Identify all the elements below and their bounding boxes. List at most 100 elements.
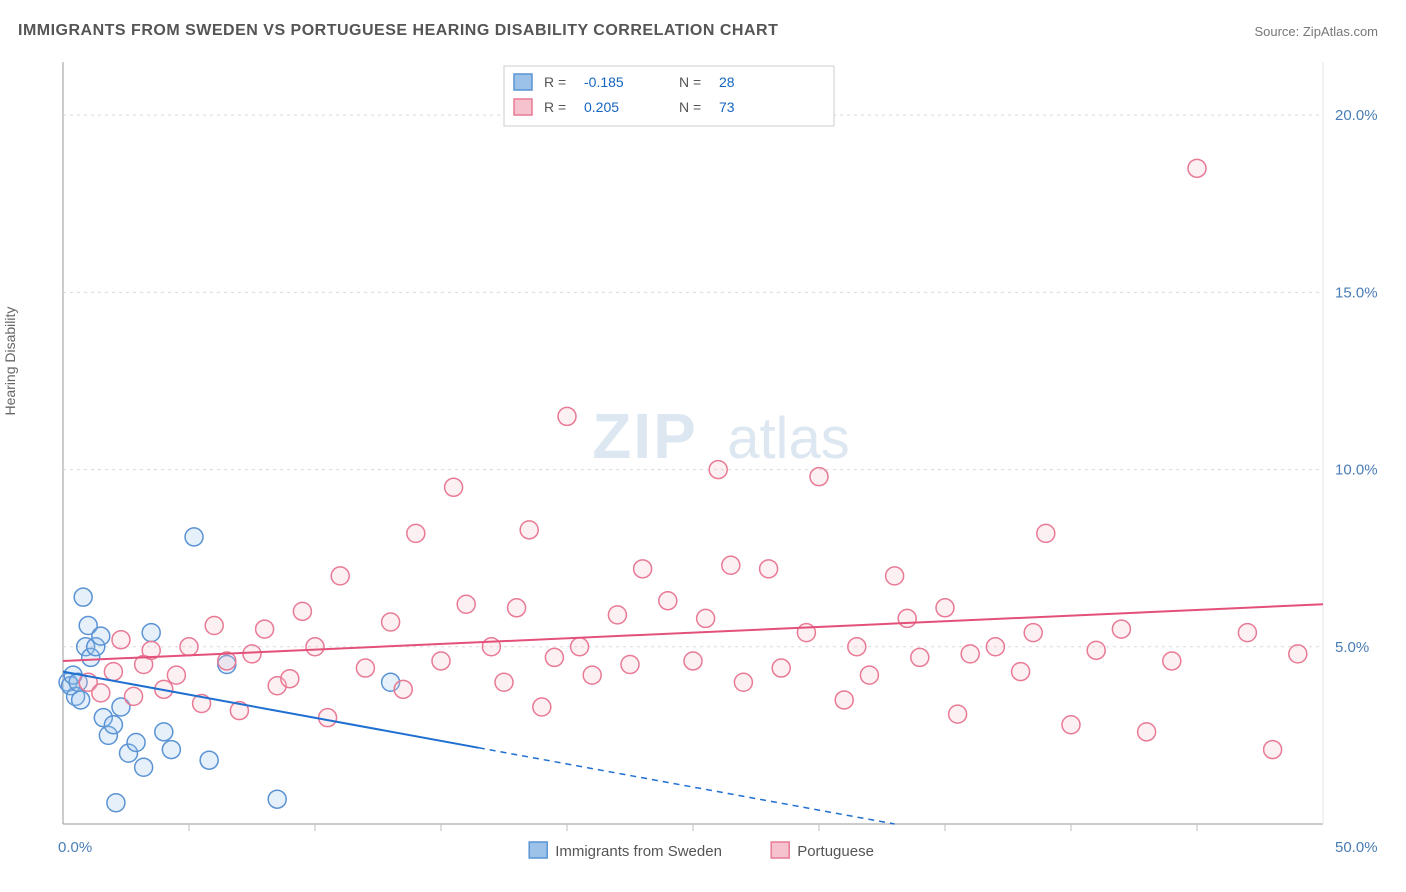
data-point [571, 638, 589, 656]
data-point [860, 666, 878, 684]
data-point [911, 648, 929, 666]
data-point [104, 716, 122, 734]
data-point [608, 606, 626, 624]
data-point [898, 609, 916, 627]
data-point [200, 751, 218, 769]
data-point [1062, 716, 1080, 734]
y-tick-label: 20.0% [1335, 107, 1378, 124]
data-point [92, 627, 110, 645]
series-label: Portuguese [797, 843, 874, 860]
data-point [810, 468, 828, 486]
data-point [135, 758, 153, 776]
data-point [104, 663, 122, 681]
watermark: atlas [727, 406, 850, 471]
legend-n-value: 73 [719, 99, 735, 115]
data-point [760, 560, 778, 578]
data-point [520, 521, 538, 539]
data-point [508, 599, 526, 617]
data-point [142, 624, 160, 642]
data-point [583, 666, 601, 684]
data-point [1087, 641, 1105, 659]
data-point [986, 638, 1004, 656]
data-point [319, 709, 337, 727]
data-point [162, 741, 180, 759]
data-point [127, 733, 145, 751]
data-point [533, 698, 551, 716]
y-axis-label: Hearing Disability [2, 307, 18, 416]
data-point [722, 556, 740, 574]
data-point [936, 599, 954, 617]
legend-n-value: 28 [719, 74, 735, 90]
source-attribution: Source: ZipAtlas.com [1254, 24, 1378, 39]
series-swatch [771, 842, 789, 858]
data-point [558, 407, 576, 425]
legend-swatch [514, 74, 532, 90]
legend-swatch [514, 99, 532, 115]
data-point [1138, 723, 1156, 741]
data-point [772, 659, 790, 677]
legend-r-value: -0.185 [584, 74, 624, 90]
data-point [407, 524, 425, 542]
data-point [848, 638, 866, 656]
legend-n-label: N = [679, 74, 701, 90]
series-swatch [529, 842, 547, 858]
data-point [180, 638, 198, 656]
data-point [74, 588, 92, 606]
data-point [293, 602, 311, 620]
data-point [457, 595, 475, 613]
legend-r-label: R = [544, 99, 566, 115]
y-tick-label: 10.0% [1335, 462, 1378, 479]
legend-r-value: 0.205 [584, 99, 619, 115]
watermark: ZIP [592, 400, 698, 472]
trend-line-dashed [479, 748, 895, 824]
data-point [1012, 663, 1030, 681]
data-point [1163, 652, 1181, 670]
y-tick-label: 5.0% [1335, 639, 1369, 656]
data-point [72, 691, 90, 709]
data-point [331, 567, 349, 585]
data-point [306, 638, 324, 656]
data-point [545, 648, 563, 666]
data-point [205, 617, 223, 635]
chart-title: IMMIGRANTS FROM SWEDEN VS PORTUGUESE HEA… [18, 22, 778, 40]
scatter-chart: 5.0% 10.0% 15.0% 20.0% 0.0% 50.0% ZIP atlas R = -… [18, 50, 1388, 874]
data-point [684, 652, 702, 670]
y-tick-label: 15.0% [1335, 284, 1378, 301]
data-point [432, 652, 450, 670]
data-point [659, 592, 677, 610]
data-point [697, 609, 715, 627]
data-point [1264, 741, 1282, 759]
data-point [1238, 624, 1256, 642]
data-point [1188, 159, 1206, 177]
data-point [621, 656, 639, 674]
data-point [356, 659, 374, 677]
data-point [243, 645, 261, 663]
series-label: Immigrants from Sweden [555, 843, 722, 860]
data-point [167, 666, 185, 684]
data-point [835, 691, 853, 709]
data-point [734, 673, 752, 691]
chart-container: Hearing Disability 5.0%10.0%15.0%20.0%0.… [18, 50, 1388, 874]
data-point [886, 567, 904, 585]
data-point [394, 680, 412, 698]
legend-r-label: R = [544, 74, 566, 90]
x-axis-min-label: 0.0% [58, 839, 92, 856]
data-point [268, 790, 286, 808]
legend-n-label: N = [679, 99, 701, 115]
data-point [256, 620, 274, 638]
data-point [949, 705, 967, 723]
data-point [107, 794, 125, 812]
data-point [125, 687, 143, 705]
data-point [495, 673, 513, 691]
data-point [382, 613, 400, 631]
data-point [445, 478, 463, 496]
data-point [1112, 620, 1130, 638]
data-point [92, 684, 110, 702]
data-point [185, 528, 203, 546]
data-point [634, 560, 652, 578]
x-axis-max-label: 50.0% [1335, 839, 1378, 856]
data-point [155, 723, 173, 741]
data-point [112, 631, 130, 649]
data-point [1037, 524, 1055, 542]
data-point [961, 645, 979, 663]
